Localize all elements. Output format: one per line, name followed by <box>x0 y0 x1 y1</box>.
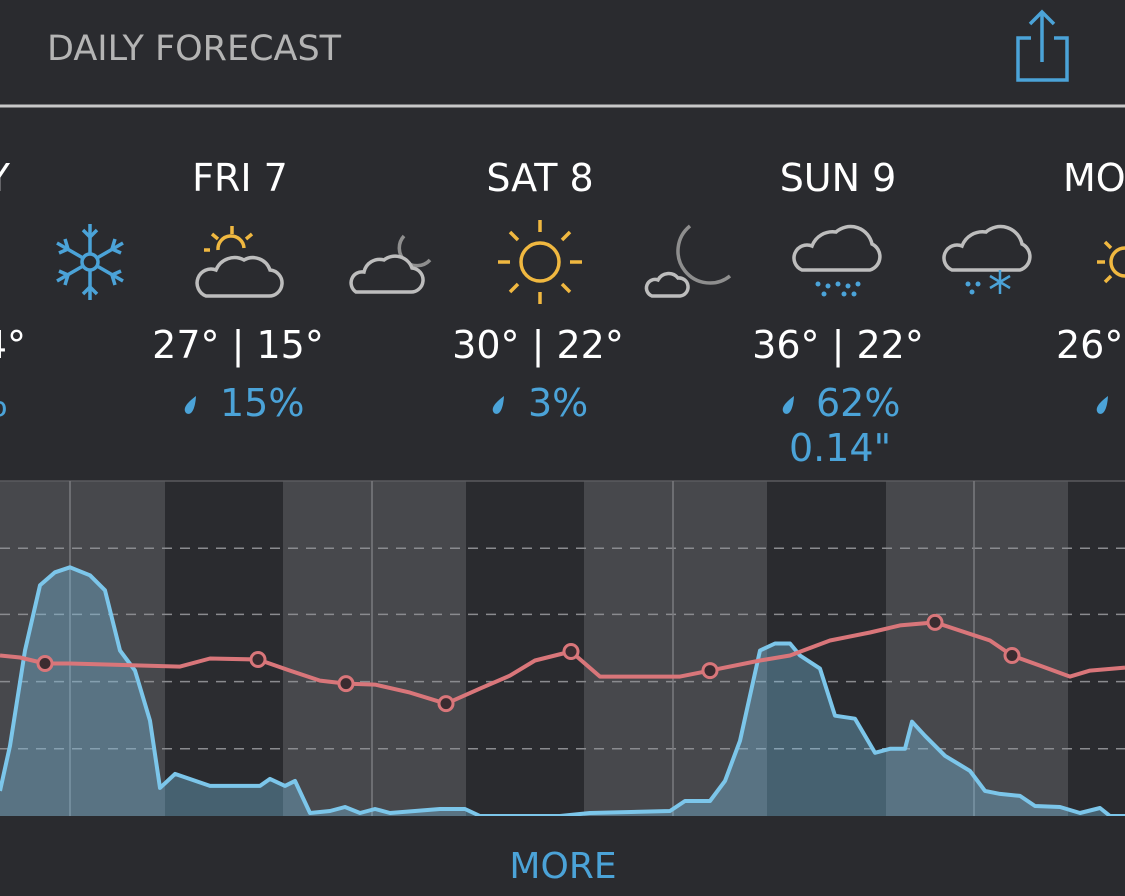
temperature-point <box>562 643 580 661</box>
temperature-point <box>926 613 944 631</box>
snow-icon <box>56 224 124 300</box>
rain-snow-icon <box>942 224 1032 295</box>
chart <box>0 480 1125 818</box>
header-title: DAILY FORECAST <box>47 29 342 69</box>
day-label: MO <box>1063 156 1125 200</box>
rain-icon <box>792 224 882 297</box>
precip: 15% <box>220 381 304 425</box>
daylight-band <box>886 481 1068 816</box>
temperature-point <box>701 662 719 680</box>
day-label: SAT 8 <box>486 156 593 200</box>
daylight-band <box>283 481 466 816</box>
daylight-band <box>584 481 767 816</box>
temps: 26° <box>1056 323 1123 367</box>
sun-icon <box>498 220 582 304</box>
partly-cloudy-icon <box>195 226 284 298</box>
sun-icon-partial <box>1097 240 1125 284</box>
temps: 36° | 22° <box>752 323 924 368</box>
footer <box>0 816 1125 896</box>
precip-area <box>0 567 1125 816</box>
drop-icons <box>184 396 1108 414</box>
precip: 3% <box>528 381 588 425</box>
temperature-point <box>437 695 455 713</box>
night-icon <box>644 224 732 298</box>
precip: 62% <box>816 381 900 425</box>
precip: % <box>0 381 8 425</box>
day-label: FRI 7 <box>192 156 288 200</box>
temps: 30° | 22° <box>452 323 624 368</box>
temperature-point <box>36 655 54 673</box>
share-button[interactable] <box>1016 9 1069 82</box>
precip-line <box>0 565 1125 818</box>
temperature-point <box>249 651 267 669</box>
temps: 27° | 15° <box>152 323 324 368</box>
temperature-point <box>1003 647 1021 665</box>
cloudy-night-icon <box>349 234 432 294</box>
precip-amount: 0.14" <box>789 426 891 470</box>
temps: 4° <box>0 323 26 367</box>
temperature-line <box>0 620 1125 706</box>
temperature-point <box>337 675 355 693</box>
day-label: Y <box>0 156 11 200</box>
more-button[interactable]: MORE <box>509 846 616 887</box>
day-label: SUN 9 <box>780 156 897 200</box>
